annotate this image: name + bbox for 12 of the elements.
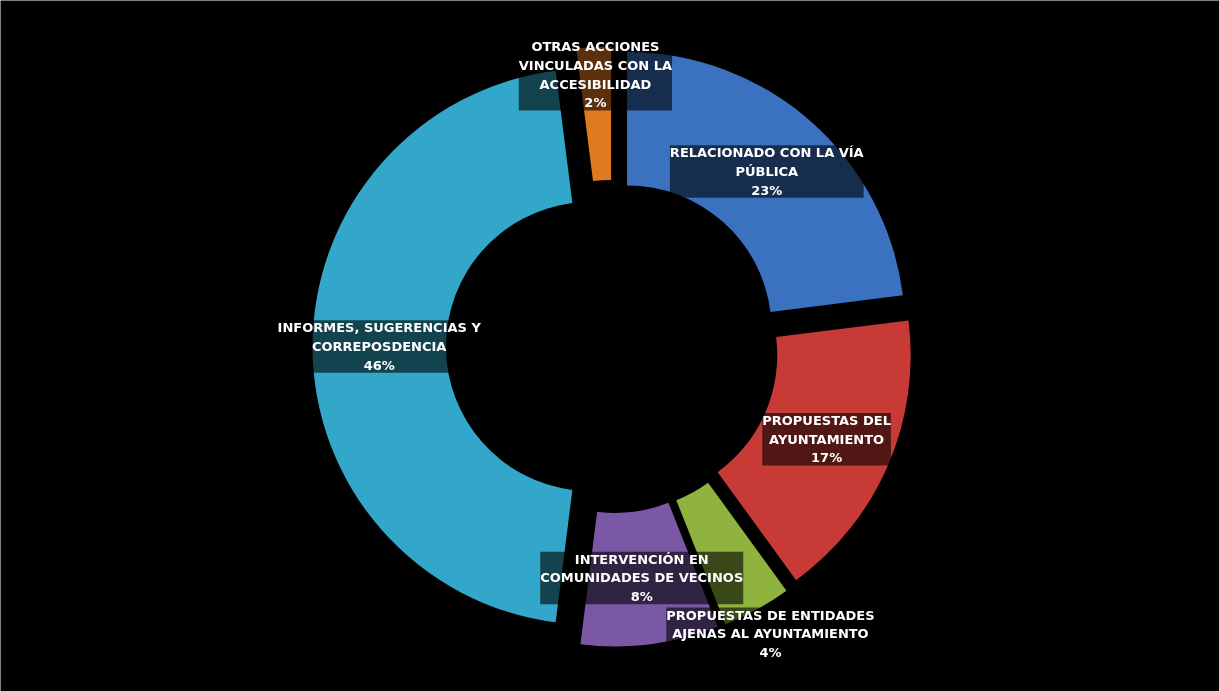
data-label: 46% (363, 357, 395, 373)
slice-label: OTRAS ACCIONES VINCULADAS CON LA ACCESIBILIDAD (518, 39, 673, 92)
slice-label: PROPUESTAS DEL AYUNTAMIENTO (762, 412, 891, 447)
data-label: 23% (751, 182, 783, 198)
slice-label: INTERVENCIÓN EN COMUNIDADES DE VECINOS (540, 551, 744, 586)
data-label: 8% (630, 589, 653, 605)
slice-label: INFORMES, SUGERENCIAS Y CORREPOSDENCIA (277, 320, 482, 354)
data-label: 17% (811, 450, 843, 466)
slice-label: RELACIONADO CON LA VÍA PÚBLICA (669, 145, 864, 180)
slice-label: PROPUESTAS DE ENTIDADES AJENAS AL AYUNTAMIENTO (666, 607, 875, 642)
data-label: 2% (584, 95, 607, 111)
data-label: 4% (759, 645, 782, 660)
